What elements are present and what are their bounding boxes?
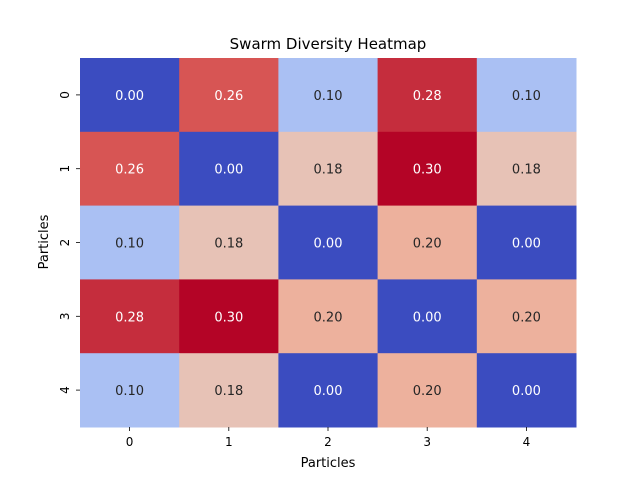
heatmap-cell-2-1 <box>179 205 279 280</box>
heatmap-cell-1-4 <box>476 131 577 207</box>
cell-value-label-2-4: 0.00 <box>512 237 541 252</box>
heatmap-cell-0-3 <box>377 58 478 133</box>
cell-value-label-0-3: 0.28 <box>413 89 442 104</box>
heatmap-cell-4-4 <box>476 353 577 428</box>
y-tick-label-4: 4 <box>58 386 72 394</box>
heatmap-cell-3-2 <box>278 279 379 354</box>
y-tick-label-2: 2 <box>58 239 72 247</box>
cell-value-label-2-3: 0.20 <box>413 237 442 252</box>
heatmap-cell-2-0 <box>80 205 180 280</box>
cell-value-label-4-2: 0.00 <box>314 384 343 399</box>
cell-value-label-3-0: 0.28 <box>115 310 144 325</box>
cell-value-label-3-3: 0.00 <box>413 310 442 325</box>
chart-title: Swarm Diversity Heatmap <box>230 35 427 53</box>
x-tick-label-3: 3 <box>423 435 431 449</box>
x-tick-label-1: 1 <box>225 435 233 449</box>
cell-value-label-0-2: 0.10 <box>314 89 343 104</box>
heatmap-cell-4-3 <box>377 353 478 428</box>
cell-value-label-1-3: 0.30 <box>413 163 442 178</box>
y-tick-label-3: 3 <box>58 312 72 320</box>
cell-value-label-1-0: 0.26 <box>115 163 144 178</box>
heatmap-cell-0-0 <box>80 58 180 133</box>
cell-value-label-2-0: 0.10 <box>115 237 144 252</box>
cell-value-label-4-1: 0.18 <box>214 384 243 399</box>
heatmap-cells: 0.00 0.26 0.10 0.28 0.10 0.26 0.00 0.18 0.30 0.18… <box>80 58 577 428</box>
y-axis-label: Particles <box>37 214 52 269</box>
cell-value-label-2-1: 0.18 <box>214 237 243 252</box>
cell-value-label-4-4: 0.00 <box>512 384 541 399</box>
cell-value-label-0-1: 0.26 <box>214 89 243 104</box>
heatmap-cell-1-0 <box>80 131 180 207</box>
y-tick-label-0: 0 <box>58 91 72 99</box>
cell-value-label-1-2: 0.18 <box>314 163 343 178</box>
heatmap-cell-2-4 <box>476 205 577 280</box>
cell-value-label-1-4: 0.18 <box>512 163 541 178</box>
y-axis-ticks: 0 1 2 3 4 <box>58 91 80 394</box>
cell-value-label-0-4: 0.10 <box>512 89 541 104</box>
heatmap-cell-0-1 <box>179 58 279 133</box>
heatmap-cell-2-3 <box>377 205 478 280</box>
x-tick-label-0: 0 <box>126 435 134 449</box>
heatmap-cell-4-1 <box>179 353 279 428</box>
cell-value-label-2-2: 0.00 <box>314 237 343 252</box>
heatmap-cell-3-4 <box>476 279 577 354</box>
cell-value-label-4-3: 0.20 <box>413 384 442 399</box>
cell-value-label-1-1: 0.00 <box>214 163 243 178</box>
heatmap-cell-1-2 <box>278 131 379 207</box>
heatmap-cell-2-2 <box>278 205 379 280</box>
heatmap-cell-0-4 <box>476 58 577 133</box>
heatmap-cell-3-1 <box>179 279 279 354</box>
x-axis-label: Particles <box>301 456 356 471</box>
heatmap-cell-4-2 <box>278 353 379 428</box>
x-tick-label-2: 2 <box>324 435 332 449</box>
heatmap-cell-1-1 <box>179 131 279 207</box>
x-axis-ticks: 0 1 2 3 4 <box>126 427 530 449</box>
cell-value-label-3-2: 0.20 <box>314 310 343 325</box>
cell-value-label-3-1: 0.30 <box>214 310 243 325</box>
heatmap-cell-3-3 <box>377 279 478 354</box>
heatmap-cell-3-0 <box>80 279 180 354</box>
heatmap-cell-4-0 <box>80 353 180 428</box>
cell-value-label-3-4: 0.20 <box>512 310 541 325</box>
heatmap-cell-0-2 <box>278 58 379 133</box>
cell-value-label-0-0: 0.00 <box>115 89 144 104</box>
heatmap-cell-1-3 <box>377 131 478 207</box>
y-tick-label-1: 1 <box>58 165 72 173</box>
cell-value-label-4-0: 0.10 <box>115 384 144 399</box>
x-tick-label-4: 4 <box>523 435 531 449</box>
